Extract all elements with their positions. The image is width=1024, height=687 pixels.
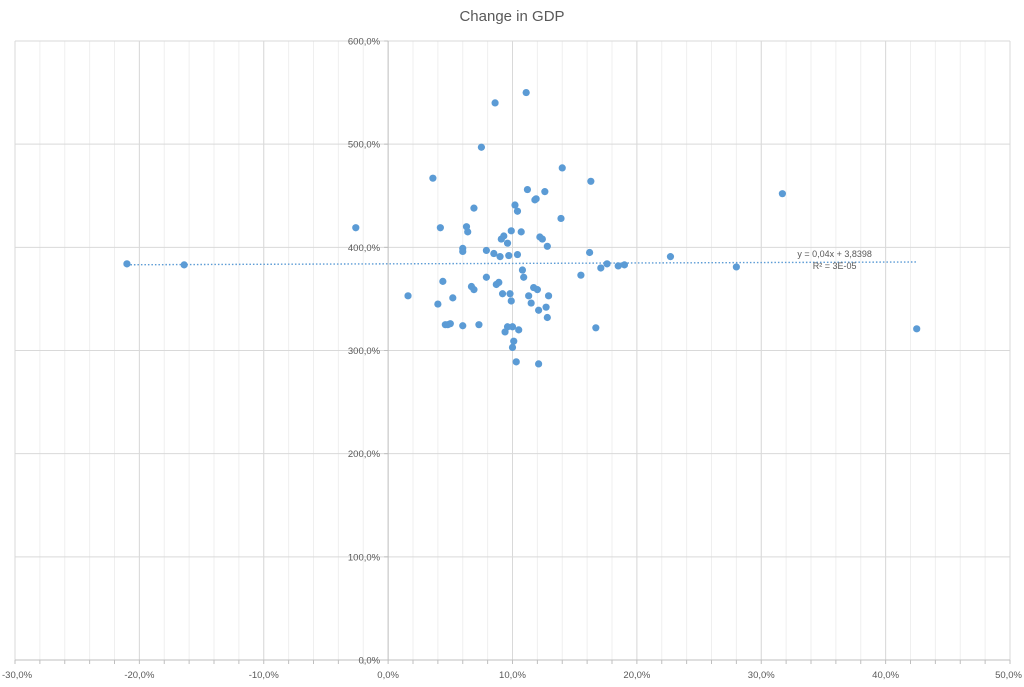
data-point xyxy=(513,250,522,259)
data-point xyxy=(586,248,594,257)
trendline xyxy=(126,261,917,266)
data-point xyxy=(620,261,629,269)
data-point xyxy=(587,177,595,185)
data-point xyxy=(515,326,523,334)
data-point xyxy=(913,325,921,333)
data-point xyxy=(538,235,546,243)
data-point xyxy=(541,188,549,196)
data-point xyxy=(544,292,553,300)
data-point xyxy=(614,262,622,270)
data-point xyxy=(459,322,467,330)
data-point xyxy=(517,228,525,236)
y-tick-label: 300,0% xyxy=(348,346,381,357)
x-tick-label: 20,0% xyxy=(623,670,650,681)
data-point xyxy=(429,174,437,182)
data-point xyxy=(505,251,513,260)
y-tick-label: 200,0% xyxy=(348,449,381,460)
chart-title: Change in GDP xyxy=(459,8,565,25)
data-point xyxy=(527,299,535,307)
data-point xyxy=(503,239,512,247)
data-point xyxy=(511,201,519,209)
data-point xyxy=(558,164,566,172)
data-point xyxy=(459,247,467,256)
data-point xyxy=(543,313,551,322)
x-tick-label: -10,0% xyxy=(249,670,280,681)
data-point xyxy=(507,297,515,305)
data-point xyxy=(464,228,472,236)
major-gridlines xyxy=(14,40,1011,660)
data-point xyxy=(535,360,543,368)
y-tick-label: 600,0% xyxy=(348,37,381,48)
data-point xyxy=(434,300,442,308)
data-point xyxy=(470,286,478,294)
x-axis-tick-labels: -30,0% -20,0% -10,0% 0,0% 10,0% 20,0% 30,0% 40,… xyxy=(2,670,1023,681)
x-tick-label: 50,0% xyxy=(995,670,1022,681)
data-point xyxy=(495,278,503,287)
data-point xyxy=(535,306,543,314)
y-tick-label: 0,0% xyxy=(358,656,380,667)
data-point xyxy=(557,214,565,223)
data-point xyxy=(470,204,478,212)
data-point xyxy=(404,292,412,300)
data-point xyxy=(523,185,532,194)
data-point xyxy=(449,294,457,302)
data-point xyxy=(603,260,611,268)
data-point xyxy=(778,190,786,198)
data-point xyxy=(508,343,517,352)
data-point xyxy=(475,321,483,329)
data-point xyxy=(506,290,514,298)
x-tick-label: 30,0% xyxy=(748,670,775,681)
y-tick-label: 500,0% xyxy=(348,140,381,151)
x-tick-label: -30,0% xyxy=(2,670,33,681)
data-point xyxy=(518,266,527,274)
data-point xyxy=(666,253,675,261)
data-point xyxy=(577,271,585,279)
data-point xyxy=(533,286,541,294)
data-point xyxy=(123,260,131,268)
data-point xyxy=(522,88,530,97)
data-point xyxy=(597,264,605,272)
x-tick-label: 0,0% xyxy=(377,670,399,681)
data-point xyxy=(498,290,507,298)
data-point xyxy=(525,292,533,300)
data-point xyxy=(507,227,515,235)
y-tick-label: 400,0% xyxy=(348,243,381,254)
data-point xyxy=(482,246,490,255)
data-point xyxy=(513,207,522,215)
data-point xyxy=(477,143,486,151)
x-tick-label: 40,0% xyxy=(872,670,899,681)
data-point xyxy=(503,323,512,331)
data-point xyxy=(510,337,518,345)
x-tick-label: 10,0% xyxy=(499,670,526,681)
data-point xyxy=(491,99,499,107)
data-point xyxy=(592,324,600,332)
data-point xyxy=(482,273,490,281)
data-point xyxy=(542,303,550,311)
data-point xyxy=(496,253,504,261)
data-point xyxy=(352,224,360,232)
x-tick-label: -20,0% xyxy=(124,670,155,681)
axes xyxy=(14,40,1011,664)
data-point xyxy=(508,323,517,331)
data-point xyxy=(490,249,498,258)
trendline-r-squared: R² = 3E-05 xyxy=(813,261,857,271)
data-point xyxy=(180,261,188,269)
data-point xyxy=(500,232,508,240)
data-point xyxy=(543,242,551,250)
y-axis-tick-labels: 0,0% 100,0% 200,0% 300,0% 400,0% 500,0% 600,0% xyxy=(348,37,381,667)
data-point xyxy=(532,195,540,203)
y-tick-label: 100,0% xyxy=(348,552,381,563)
data-points xyxy=(123,88,921,368)
data-point xyxy=(732,263,740,271)
trendline-group: y = 0,04x + 3,8398 R² = 3E-05 xyxy=(126,249,917,271)
data-point xyxy=(446,320,454,328)
data-point xyxy=(520,273,528,281)
trendline-equation: y = 0,04x + 3,8398 xyxy=(797,249,872,259)
data-point xyxy=(436,224,444,232)
data-point xyxy=(512,358,520,366)
data-point xyxy=(439,277,447,285)
